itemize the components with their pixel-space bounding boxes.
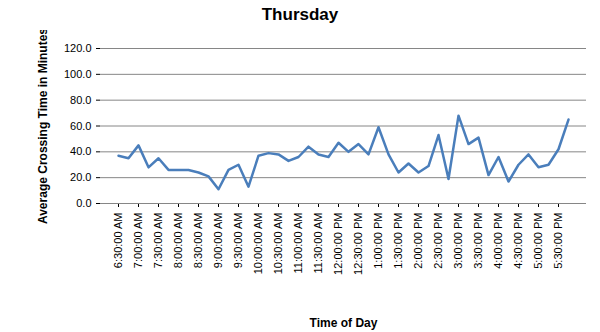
svg-text:12:00:00 PM: 12:00:00 PM xyxy=(332,213,344,275)
svg-text:4:00:00 PM: 4:00:00 PM xyxy=(492,213,504,269)
svg-text:4:30:00 PM: 4:30:00 PM xyxy=(512,213,524,269)
svg-text:10:30:00 AM: 10:30:00 AM xyxy=(272,213,284,275)
svg-text:11:00:00 AM: 11:00:00 AM xyxy=(292,213,304,274)
svg-text:1:00:00 PM: 1:00:00 PM xyxy=(372,213,384,269)
svg-text:8:30:00 AM: 8:30:00 AM xyxy=(192,213,204,269)
svg-text:40.0: 40.0 xyxy=(70,145,91,157)
svg-text:9:30:00 AM: 9:30:00 AM xyxy=(232,213,244,269)
svg-text:5:30:00 PM: 5:30:00 PM xyxy=(552,213,564,269)
svg-text:2:30:00 PM: 2:30:00 PM xyxy=(432,213,444,269)
svg-text:20.0: 20.0 xyxy=(70,171,91,183)
svg-text:Average Crossing Time in Minut: Average Crossing Time in Minutes xyxy=(36,30,50,224)
svg-text:9:00:00 AM: 9:00:00 AM xyxy=(212,213,224,269)
svg-text:80.0: 80.0 xyxy=(70,94,91,106)
svg-text:7:00:00 AM: 7:00:00 AM xyxy=(132,213,144,269)
svg-text:5:00:00 PM: 5:00:00 PM xyxy=(532,213,544,269)
svg-text:10:00:00 AM: 10:00:00 AM xyxy=(252,213,264,275)
svg-text:7:30:00 AM: 7:30:00 AM xyxy=(152,213,164,269)
svg-text:0.0: 0.0 xyxy=(76,197,91,209)
svg-text:12:30:00 PM: 12:30:00 PM xyxy=(352,213,364,275)
svg-text:11:30:00 AM: 11:30:00 AM xyxy=(312,213,324,274)
svg-text:100.0: 100.0 xyxy=(64,68,92,80)
svg-text:8:00:00 AM: 8:00:00 AM xyxy=(172,213,184,269)
html-text:Thursday: Thursday xyxy=(261,5,339,24)
svg-text:Time of Day: Time of Day xyxy=(310,316,378,330)
svg-text:2:00:00 PM: 2:00:00 PM xyxy=(412,213,424,269)
svg-text:3:30:00 PM: 3:30:00 PM xyxy=(472,213,484,269)
svg-text:1:30:00 PM: 1:30:00 PM xyxy=(392,213,404,269)
svg-text:3:00:00 PM: 3:00:00 PM xyxy=(452,213,464,269)
svg-text:120.0: 120.0 xyxy=(64,42,92,54)
svg-text:6:30:00 AM: 6:30:00 AM xyxy=(112,213,124,269)
svg-text:60.0: 60.0 xyxy=(70,120,91,132)
